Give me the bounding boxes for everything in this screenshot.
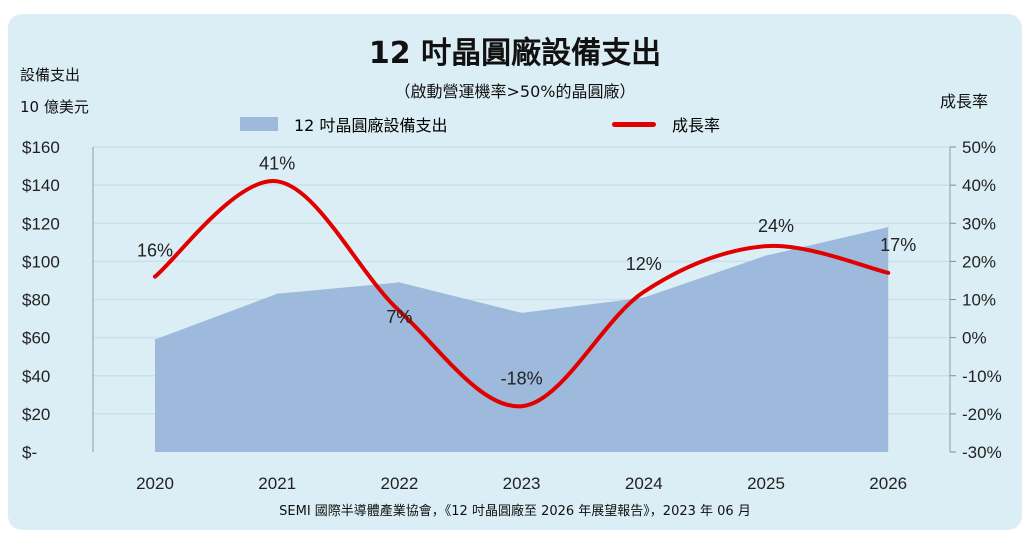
right-tick-label: 10% bbox=[962, 291, 996, 310]
growth-data-label: 41% bbox=[259, 153, 295, 173]
right-tick-label: -10% bbox=[962, 367, 1002, 386]
growth-point bbox=[643, 291, 645, 293]
growth-data-label: 17% bbox=[880, 235, 916, 255]
left-tick-label: $80 bbox=[22, 291, 50, 310]
x-tick-label: 2023 bbox=[503, 474, 541, 493]
x-tick-label: 2025 bbox=[747, 474, 785, 493]
legend-swatch-line bbox=[612, 121, 656, 127]
legend-swatch-area bbox=[240, 117, 278, 131]
left-tick-label: $- bbox=[22, 443, 37, 462]
growth-point bbox=[887, 272, 889, 274]
right-tick-label: 0% bbox=[962, 329, 987, 348]
right-tick-label: -20% bbox=[962, 405, 1002, 424]
legend-item-area: 12 吋晶圓廠設備支出 bbox=[240, 112, 447, 136]
area-point bbox=[887, 226, 889, 228]
area-point bbox=[154, 339, 156, 341]
right-tick-label: 40% bbox=[962, 176, 996, 195]
chart-source: SEMI 國際半導體產業協會，《12 吋晶圓廠至 2026 年展望報告》，202… bbox=[279, 504, 751, 519]
area-point bbox=[398, 281, 400, 283]
x-tick-label: 2020 bbox=[136, 474, 174, 493]
growth-data-label: 24% bbox=[758, 216, 794, 236]
left-tick-label: $140 bbox=[22, 176, 60, 195]
growth-point bbox=[521, 405, 523, 407]
left-tick-label: $100 bbox=[22, 252, 60, 271]
right-tick-label: 20% bbox=[962, 252, 996, 271]
left-tick-label: $60 bbox=[22, 329, 50, 348]
legend-item-line: 成長率 bbox=[612, 112, 720, 136]
left-tick-label: $120 bbox=[22, 214, 60, 233]
chart-subtitle: （啟動營運機率>50%的晶圓廠） bbox=[394, 82, 636, 101]
growth-data-label: 12% bbox=[626, 254, 662, 274]
area-series bbox=[155, 227, 889, 452]
legend-label-area: 12 吋晶圓廠設備支出 bbox=[294, 116, 448, 135]
growth-point bbox=[765, 245, 767, 247]
right-axis-label: 成長率 bbox=[940, 92, 989, 111]
area-point bbox=[765, 255, 767, 257]
left-tick-label: $160 bbox=[22, 138, 60, 157]
x-tick-label: 2022 bbox=[380, 474, 418, 493]
area-point bbox=[521, 312, 523, 314]
growth-data-label: 16% bbox=[137, 241, 173, 261]
right-tick-label: -30% bbox=[962, 443, 1002, 462]
left-axis-label-line1: 設備支出 bbox=[20, 66, 81, 84]
growth-data-label: 7% bbox=[386, 307, 412, 327]
x-tick-label: 2026 bbox=[869, 474, 907, 493]
growth-point bbox=[154, 276, 156, 278]
area-point bbox=[276, 293, 278, 295]
growth-point bbox=[276, 180, 278, 182]
x-tick-label: 2021 bbox=[258, 474, 296, 493]
right-tick-label: 50% bbox=[962, 138, 996, 157]
chart-title: 12 吋晶圓廠設備支出 bbox=[368, 36, 662, 71]
x-tick-label: 2024 bbox=[625, 474, 663, 493]
right-tick-label: 30% bbox=[962, 214, 996, 233]
area-point bbox=[643, 297, 645, 299]
left-tick-label: $40 bbox=[22, 367, 50, 386]
left-tick-label: $20 bbox=[22, 405, 50, 424]
growth-point bbox=[398, 310, 400, 312]
left-axis-label-line2: 10 億美元 bbox=[20, 98, 89, 116]
growth-data-label: -18% bbox=[501, 368, 543, 388]
legend-label-line: 成長率 bbox=[672, 116, 721, 135]
